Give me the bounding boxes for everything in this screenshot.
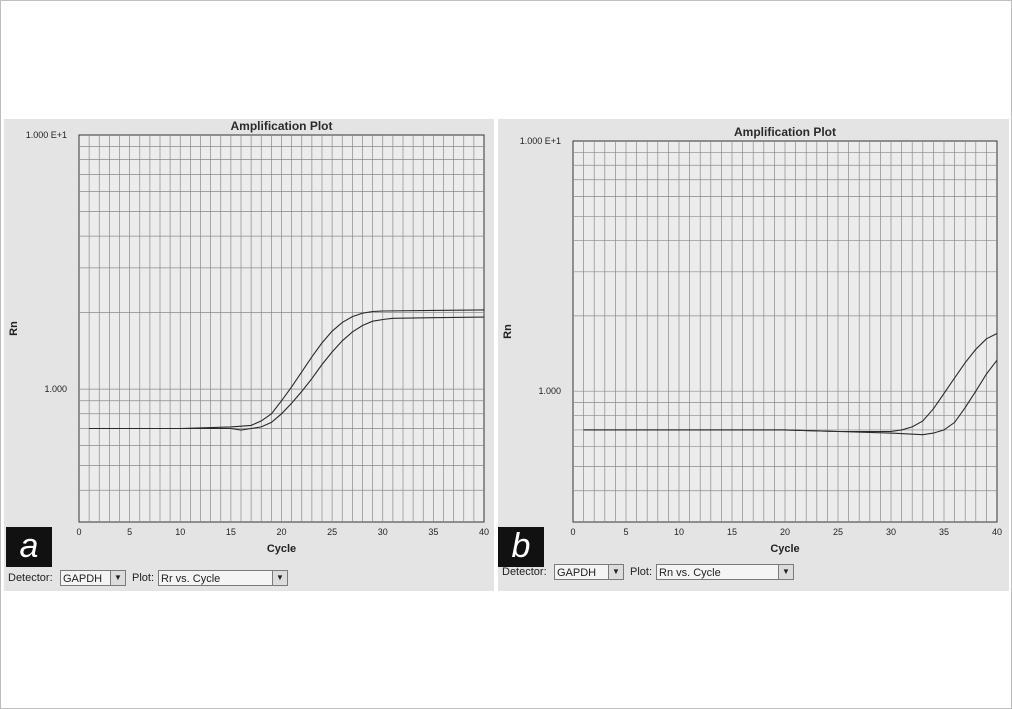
x-tick-label-b: 5 — [623, 527, 628, 537]
detector-label-a: Detector: — [8, 572, 53, 584]
detector-select-a[interactable]: GAPDH ▼ — [60, 570, 126, 586]
detector-label-b: Detector: — [502, 566, 547, 578]
x-tick-label-b: 30 — [886, 527, 896, 537]
x-tick-label-a: 30 — [378, 527, 388, 537]
series-line-b-2 — [583, 359, 998, 436]
chevron-down-icon[interactable]: ▼ — [272, 571, 287, 585]
x-tick-label-a: 0 — [76, 527, 81, 537]
x-tick-label-a: 5 — [127, 527, 132, 537]
panel-b: Amplification Plot 0 5 10 15 20 25 30 35 40 1.000 … — [498, 119, 1009, 591]
plot-value-b: Rn vs. Cycle — [659, 567, 721, 579]
x-tick-label-b: 40 — [992, 527, 1002, 537]
amplification-plot-a: Amplification Plot 0 5 10 15 20 25 30 35 40 1.000 … — [8, 119, 489, 555]
y-tick-label-a: 1.000 — [44, 384, 67, 394]
y-tick-label-b: 1.000 — [538, 386, 561, 396]
series-line-a-2 — [89, 316, 485, 431]
plot-select-b[interactable]: Rn vs. Cycle ▼ — [656, 564, 794, 580]
plot-label-a: Plot: — [132, 572, 155, 584]
x-tick-label-a: 15 — [226, 527, 236, 537]
chevron-down-icon[interactable]: ▼ — [778, 565, 793, 579]
detector-value-a: GAPDH — [63, 573, 103, 585]
x-tick-label-a: 10 — [175, 527, 185, 537]
x-tick-label-a: 35 — [428, 527, 438, 537]
x-tick-label-a: 40 — [479, 527, 489, 537]
x-tick-label-b: 10 — [674, 527, 684, 537]
x-axis-label-a: Cycle — [267, 543, 296, 555]
plot-value-a: Rr vs. Cycle — [161, 573, 221, 585]
detector-value-b: GAPDH — [557, 567, 597, 579]
y-axis-label-b: Rn — [502, 324, 514, 339]
x-tick-label-a: 25 — [327, 527, 337, 537]
amplification-plot-b: Amplification Plot 0 5 10 15 20 25 30 35 40 1.000 … — [502, 125, 1002, 555]
panel-label-b: b — [498, 527, 544, 567]
x-axis-label-b: Cycle — [770, 543, 799, 555]
detector-select-b[interactable]: GAPDH ▼ — [554, 564, 624, 580]
y-axis-label-a: Rn — [8, 321, 20, 336]
x-tick-label-b: 15 — [727, 527, 737, 537]
chevron-down-icon[interactable]: ▼ — [608, 565, 623, 579]
chart-title-a: Amplification Plot — [231, 119, 333, 133]
x-tick-label-a: 20 — [276, 527, 286, 537]
panel-label-a: a — [6, 527, 52, 567]
chart-title-b: Amplification Plot — [734, 125, 836, 139]
x-tick-label-b: 25 — [833, 527, 843, 537]
panel-a: Amplification Plot 0 5 10 15 20 25 30 35 40 1.000 … — [4, 119, 494, 591]
x-tick-label-b: 0 — [570, 527, 575, 537]
controls-bar-a: Detector: GAPDH ▼ Plot: Rr vs. Cycle ▼ — [4, 569, 494, 591]
controls-bar-b: Detector: GAPDH ▼ Plot: Rn vs. Cycle ▼ — [498, 563, 1009, 585]
plot-label-b: Plot: — [630, 566, 653, 578]
y-tick-label-b: 1.000 E+1 — [520, 136, 561, 146]
x-tick-label-b: 35 — [939, 527, 949, 537]
x-tick-label-b: 20 — [780, 527, 790, 537]
chevron-down-icon[interactable]: ▼ — [110, 571, 125, 585]
plot-select-a[interactable]: Rr vs. Cycle ▼ — [158, 570, 288, 586]
y-tick-label-a: 1.000 E+1 — [26, 130, 67, 140]
series-line-a-1 — [89, 309, 485, 430]
